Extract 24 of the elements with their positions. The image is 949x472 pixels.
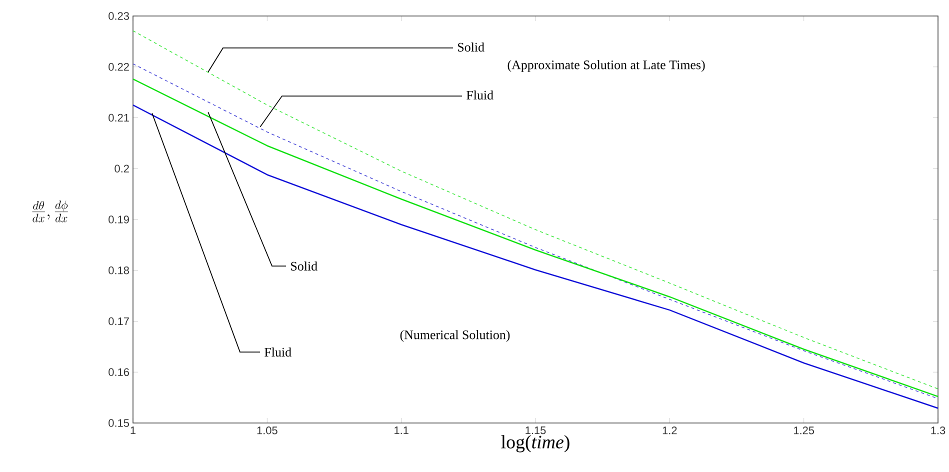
x-tick-label: 1 (130, 426, 136, 434)
annotation: Fluid (466, 90, 494, 100)
y-tick-label: 0.23 (108, 12, 129, 20)
annotation: Solid (458, 42, 484, 52)
y-tick-label: 0.22 (108, 63, 129, 71)
x-tick-label: 1.25 (794, 426, 814, 434)
x-tick-label: 1.05 (257, 426, 278, 434)
annotation: (Numerical Solution) (400, 330, 510, 342)
y-tick-label: 0.2 (114, 164, 129, 173)
y-tick-label: 0.15 (108, 419, 130, 427)
y-tick-label: 0.16 (108, 368, 129, 376)
y-tick-label: 0.21 (108, 114, 129, 122)
x-tick-label: 1.3 (931, 426, 946, 434)
annotation: Solid (291, 261, 318, 271)
y-tick-label: 0.18 (108, 266, 129, 274)
y-axis-title: $\frac{d\theta}{dx},\frac{d\phi}{dx}$ (32, 200, 68, 222)
y-tick-label: 0.19 (108, 216, 129, 224)
x-axis-title: log(time) (501, 435, 570, 452)
x-tick-label: 1.2 (662, 426, 677, 434)
x-tick-label: 1.15 (526, 426, 546, 434)
y-tick-label: 0.17 (108, 317, 129, 326)
x-tick-label: 1.1 (394, 426, 408, 434)
annotation: (Approximate Solution at Late Times) (508, 60, 705, 72)
annotation: Fluid (264, 347, 292, 357)
